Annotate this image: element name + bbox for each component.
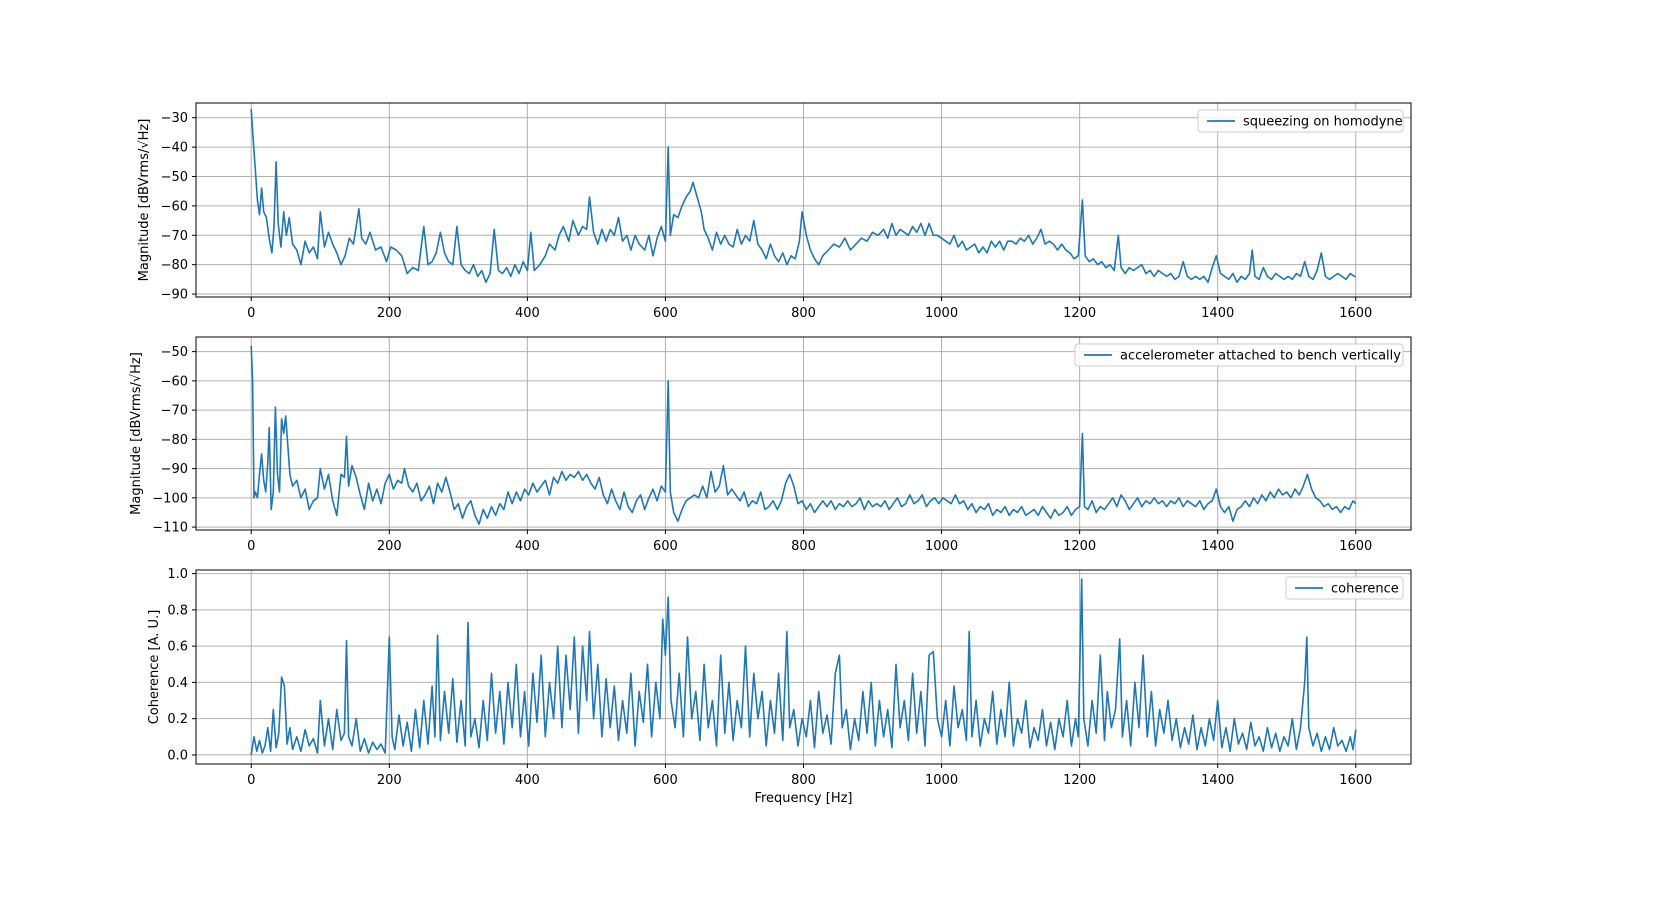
x-tick-label: 1600 <box>1339 306 1372 321</box>
x-tick-label: 200 <box>377 773 402 788</box>
y-tick-label: −60 <box>161 374 188 389</box>
x-tick-label: 0 <box>247 773 255 788</box>
legend-label: squeezing on homodyne <box>1243 115 1403 130</box>
x-tick-label: 800 <box>791 539 816 554</box>
series-line <box>250 345 1357 525</box>
x-tick-label: 1400 <box>1201 306 1234 321</box>
y-ticks: −110 −100 −90 −80 −70 −60 −50 <box>152 345 196 536</box>
legend: squeezing on homodyne <box>1197 109 1404 133</box>
x-tick-label: 1600 <box>1339 539 1372 554</box>
x-tick-label: 1000 <box>925 539 958 554</box>
series-line <box>250 108 1356 284</box>
y-tick-label: 1.0 <box>167 567 188 582</box>
x-tick-label: 0 <box>247 539 255 554</box>
x-ticks: 0 200 400 600 800 1000 1200 1400 1600 <box>247 764 1372 788</box>
gridlines <box>196 103 1411 297</box>
x-tick-label: 1000 <box>925 773 958 788</box>
y-tick-label: 0.0 <box>167 748 188 763</box>
legend-box <box>1074 343 1404 367</box>
y-tick-label: 0.8 <box>167 603 188 618</box>
x-tick-label: 1400 <box>1201 539 1234 554</box>
x-tick-label: 600 <box>653 306 678 321</box>
y-tick-label: −110 <box>152 521 188 536</box>
y-axis-label: Coherence [A. U.] <box>147 610 162 725</box>
x-tick-label: 1600 <box>1339 773 1372 788</box>
x-tick-label: 1000 <box>925 306 958 321</box>
y-tick-label: −90 <box>161 462 188 477</box>
series-lines <box>250 578 1357 756</box>
y-axis-label: Magnitude [dBVrms/√Hz] <box>137 119 152 282</box>
x-tick-label: 800 <box>791 773 816 788</box>
y-axis-label: Magnitude [dBVrms/√Hz] <box>129 352 144 515</box>
x-tick-label: 200 <box>377 306 402 321</box>
subplot-accelerometer: 0 200 400 600 800 1000 1200 1400 1600 −110 −100 −9… <box>129 336 1412 554</box>
x-ticks: 0 200 400 600 800 1000 1200 1400 1600 <box>247 530 1372 554</box>
y-ticks: −90 −80 −70 −60 −50 −40 −30 <box>161 111 196 303</box>
x-tick-label: 600 <box>653 539 678 554</box>
y-tick-label: −30 <box>161 111 188 126</box>
subplot-coherence: 0 200 400 600 800 1000 1200 1400 1600 0.00.20.40… <box>147 567 1412 806</box>
gridlines <box>196 337 1411 530</box>
x-tick-label: 400 <box>515 539 540 554</box>
y-tick-label: −50 <box>161 170 188 185</box>
x-tick-label: 0 <box>247 306 255 321</box>
legend-box <box>1197 109 1404 133</box>
subplot-squeezing: 0 200 400 600 800 1000 1200 1400 1600 −90−80−70−… <box>137 102 1412 321</box>
x-tick-label: 1200 <box>1063 306 1096 321</box>
legend-box <box>1285 576 1404 600</box>
x-tick-label: 400 <box>515 306 540 321</box>
y-tick-label: 0.2 <box>167 712 188 727</box>
x-tick-label: 1200 <box>1063 539 1096 554</box>
x-tick-label: 400 <box>515 773 540 788</box>
y-tick-label: −80 <box>161 258 188 273</box>
y-tick-label: −80 <box>161 433 188 448</box>
y-tick-label: −100 <box>152 491 188 506</box>
x-tick-label: 200 <box>377 539 402 554</box>
y-tick-label: −40 <box>161 141 188 156</box>
y-tick-label: 0.4 <box>167 676 188 691</box>
legend-label: coherence <box>1331 582 1399 597</box>
y-tick-label: −90 <box>161 288 188 303</box>
x-ticks: 0 200 400 600 800 1000 1200 1400 1600 <box>247 297 1372 321</box>
series-lines <box>250 108 1356 284</box>
legend-label: accelerometer attached to bench vertical… <box>1120 349 1401 364</box>
series-lines <box>250 345 1357 525</box>
y-tick-label: 0.6 <box>167 640 188 655</box>
y-tick-label: −70 <box>161 229 188 244</box>
x-tick-label: 600 <box>653 773 678 788</box>
series-line <box>250 578 1357 756</box>
x-axis-label: Frequency [Hz] <box>754 791 852 806</box>
x-tick-label: 1400 <box>1201 773 1234 788</box>
y-tick-label: −60 <box>161 199 188 214</box>
x-tick-label: 1200 <box>1063 773 1096 788</box>
legend: coherence <box>1285 576 1404 600</box>
y-tick-label: −50 <box>161 345 188 360</box>
legend: accelerometer attached to bench vertical… <box>1074 343 1404 367</box>
y-tick-label: −70 <box>161 404 188 419</box>
x-tick-label: 800 <box>791 306 816 321</box>
y-ticks: 0.0 0.2 0.4 0.6 0.8 1.0 <box>167 567 196 763</box>
